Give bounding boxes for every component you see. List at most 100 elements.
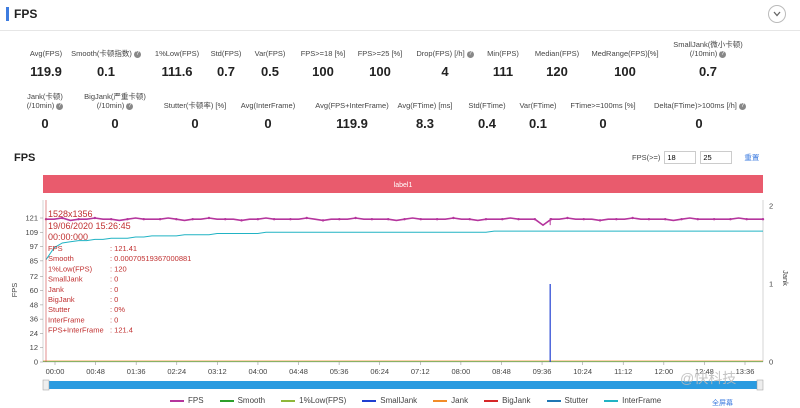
- y-tick-label: 0: [34, 358, 38, 367]
- stat-label: FPS>=25 [%]: [357, 49, 403, 58]
- fps-point: [452, 216, 455, 220]
- stat-value: 100: [369, 64, 391, 79]
- stat-label: FPS>=18 [%]: [300, 49, 346, 58]
- y-tick-label: 60: [30, 286, 38, 295]
- fps-point: [696, 217, 700, 221]
- stat-value: 120: [546, 64, 568, 79]
- series-interframe-line: [45, 230, 763, 260]
- tooltip-key: 1%Low(FPS): [48, 264, 93, 273]
- x-tick-label: 10:24: [573, 367, 592, 376]
- legend-swatch: [170, 399, 184, 402]
- reset-button[interactable]: 重置: [744, 153, 760, 162]
- fps-point: [582, 217, 585, 221]
- fps-point: [61, 216, 64, 220]
- fps-range-label: FPS(>=): [632, 153, 661, 162]
- fps-point: [224, 217, 227, 221]
- legend-label: InterFrame: [622, 396, 662, 405]
- stat-label: Avg(FPS): [29, 49, 63, 58]
- y-tick-label: 36: [30, 315, 38, 324]
- y-tick-label: 85: [30, 256, 38, 265]
- legend-swatch: [433, 399, 448, 402]
- panel-header: FPS: [0, 0, 800, 31]
- legend-item[interactable]: Stutter: [546, 396, 588, 405]
- stat-label: Jank(卡顿) (/10min)?: [26, 92, 64, 110]
- fps-point: [566, 216, 569, 220]
- stat-label: Stutter(卡顿率) [%]: [163, 101, 227, 110]
- fps-point: [729, 217, 732, 221]
- stat-value: 0.1: [96, 64, 116, 79]
- collapse-button[interactable]: [768, 5, 786, 23]
- tooltip-key: Smooth: [48, 254, 74, 263]
- zoom-slider-left-handle[interactable]: [42, 379, 50, 391]
- legend-item[interactable]: SmallJank: [362, 396, 417, 405]
- fps-point: [142, 217, 145, 221]
- tooltip-key: Jank: [48, 285, 64, 294]
- y-tick-label: 109: [25, 228, 38, 237]
- stat-row2-4: Avg(FPS+InterFrame) 119.9: [307, 92, 397, 131]
- fps-chart[interactable]: label101224364860728597109121012FPSJank0…: [0, 170, 800, 396]
- fps-point: [240, 219, 243, 222]
- fps-point: [403, 217, 406, 221]
- stat-label: Min(FPS): [487, 49, 519, 58]
- stat-label: BigJank(严重卡顿) (/10min)?: [84, 92, 146, 110]
- y2-tick-label: 0: [769, 358, 773, 367]
- legend-item[interactable]: Jank: [433, 396, 468, 405]
- label-bar: [43, 175, 763, 193]
- stat-label: SmallJank(微小卡顿) (/10min)?: [673, 40, 743, 58]
- legend-item[interactable]: InterFrame: [604, 396, 661, 405]
- help-icon[interactable]: ?: [466, 50, 474, 58]
- legend-label: BigJank: [502, 396, 531, 405]
- stat-value: 0.1: [528, 116, 548, 131]
- stat-value: 0.7: [216, 64, 236, 79]
- x-tick-label: 05:36: [330, 367, 349, 376]
- stat-value: 0: [264, 116, 272, 131]
- x-tick-label: 00:00: [46, 367, 65, 376]
- legend-label: Jank: [451, 396, 469, 405]
- fps-range-controls: FPS(>=) 重置: [632, 151, 759, 164]
- legend-swatch: [219, 399, 234, 402]
- fullscreen-button[interactable]: 全屏幕: [712, 400, 733, 407]
- help-icon[interactable]: ?: [738, 102, 746, 110]
- stat-value: 0: [111, 116, 119, 131]
- x-tick-label: 12:00: [654, 367, 673, 376]
- legend-swatch: [281, 399, 296, 402]
- legend-item[interactable]: FPS: [170, 396, 204, 405]
- y-tick-label: 12: [30, 343, 38, 352]
- stat-label: Avg(FTime) [ms]: [397, 101, 453, 110]
- fps-point: [484, 217, 488, 221]
- legend-item[interactable]: 1%Low(FPS): [281, 396, 346, 405]
- stat-value: 4: [441, 64, 449, 79]
- stat-label: Avg(FPS+InterFrame): [315, 101, 389, 110]
- stat-value: 111.6: [161, 64, 193, 79]
- fps-point: [712, 217, 716, 221]
- stat-label: 1%Low(FPS): [154, 49, 200, 58]
- fps-point: [272, 217, 276, 221]
- tooltip-value: : 0: [110, 295, 118, 304]
- stat-value: 0.7: [698, 64, 718, 79]
- stat-value: 100: [614, 64, 636, 79]
- fps-high-input[interactable]: [700, 151, 733, 164]
- fps-point: [517, 217, 520, 221]
- legend-item[interactable]: BigJank: [484, 396, 531, 405]
- zoom-slider-track[interactable]: [43, 381, 763, 389]
- y2-tick-label: 1: [769, 280, 773, 289]
- x-tick-label: 04:00: [249, 367, 268, 376]
- zoom-slider-right-handle[interactable]: [756, 379, 764, 391]
- stat-row1-0: Avg(FPS) 119.9: [1, 40, 91, 79]
- fps-point: [207, 216, 211, 220]
- stat-row2-1: BigJank(严重卡顿) (/10min)? 0: [70, 92, 160, 131]
- help-icon[interactable]: ?: [56, 102, 64, 110]
- help-icon[interactable]: ?: [126, 102, 134, 110]
- legend-swatch: [484, 399, 499, 402]
- fps-low-input[interactable]: [664, 151, 697, 164]
- help-icon[interactable]: ?: [719, 50, 727, 58]
- tooltip-time: 00:00:000: [48, 232, 88, 242]
- legend-label: FPS: [188, 396, 204, 405]
- tooltip-key: SmallJank: [48, 275, 83, 284]
- fps-point: [126, 217, 129, 221]
- stat-label: Drop(FPS) [/h]?: [416, 49, 474, 58]
- help-icon[interactable]: ?: [133, 50, 141, 58]
- x-tick-label: 08:00: [451, 367, 470, 376]
- x-tick-label: 12:48: [695, 367, 714, 376]
- legend-item[interactable]: Smooth: [219, 396, 265, 405]
